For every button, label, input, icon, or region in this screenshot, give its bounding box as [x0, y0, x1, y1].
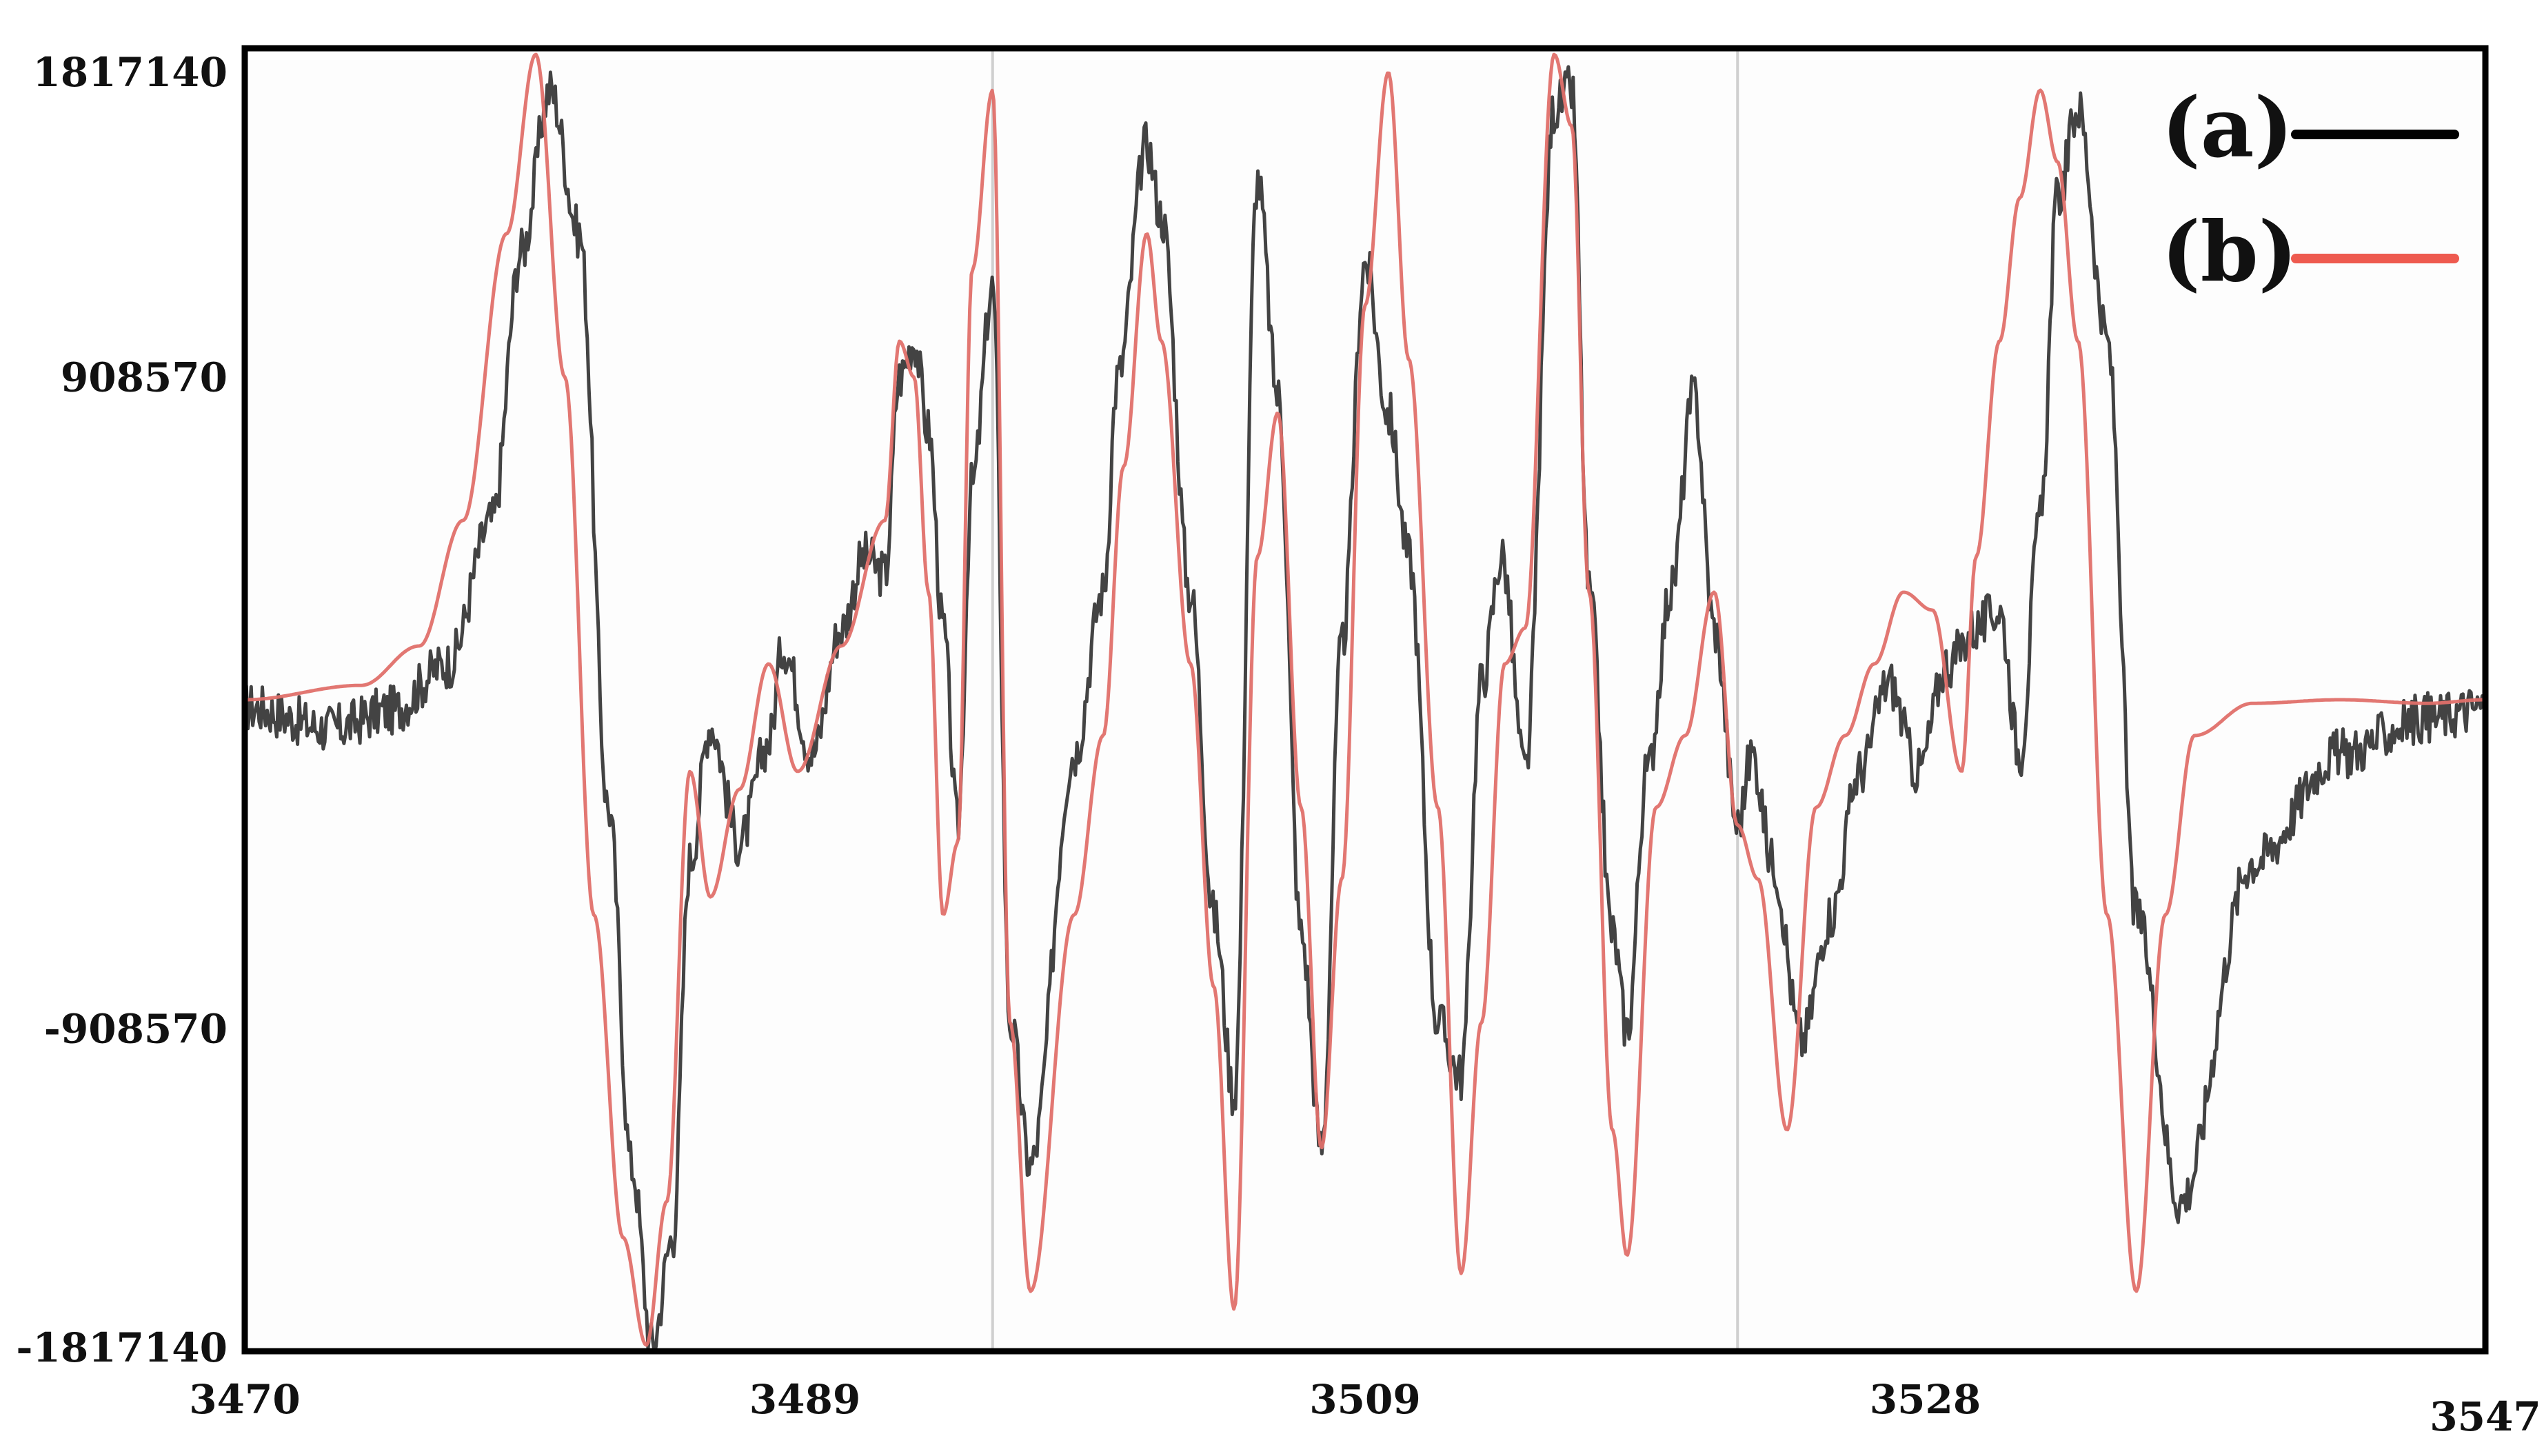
x-tick-label-3470: 3470: [189, 1376, 300, 1423]
y-tick-label-1817140: 1817140: [33, 49, 228, 96]
legend: (a) (b): [2161, 79, 2459, 301]
y-tick-label--1817140: -1817140: [16, 1324, 228, 1371]
grid-lines: [991, 48, 1739, 1351]
plot-frame: [241, 45, 2489, 1355]
series-lines: [243, 52, 2487, 1355]
series-line-b: [244, 52, 2486, 1347]
x-tick-label-3509: 3509: [1309, 1376, 1420, 1423]
x-axis-ticks: 3470 3489 3509 3528 3547: [189, 1376, 2541, 1440]
legend-label-b: (b): [2161, 203, 2297, 301]
x-tick-label-3528: 3528: [1870, 1376, 1981, 1423]
series-line-a: [243, 65, 2487, 1355]
y-axis-ticks: 1817140 908570 -908570 -1817140: [16, 49, 228, 1371]
legend-label-a: (a): [2161, 79, 2293, 176]
x-tick-label-3547: 3547: [2430, 1393, 2541, 1440]
y-tick-label-908570: 908570: [61, 354, 228, 401]
x-tick-label-3489: 3489: [749, 1376, 860, 1423]
y-tick-label--908570: -908570: [44, 1006, 228, 1053]
